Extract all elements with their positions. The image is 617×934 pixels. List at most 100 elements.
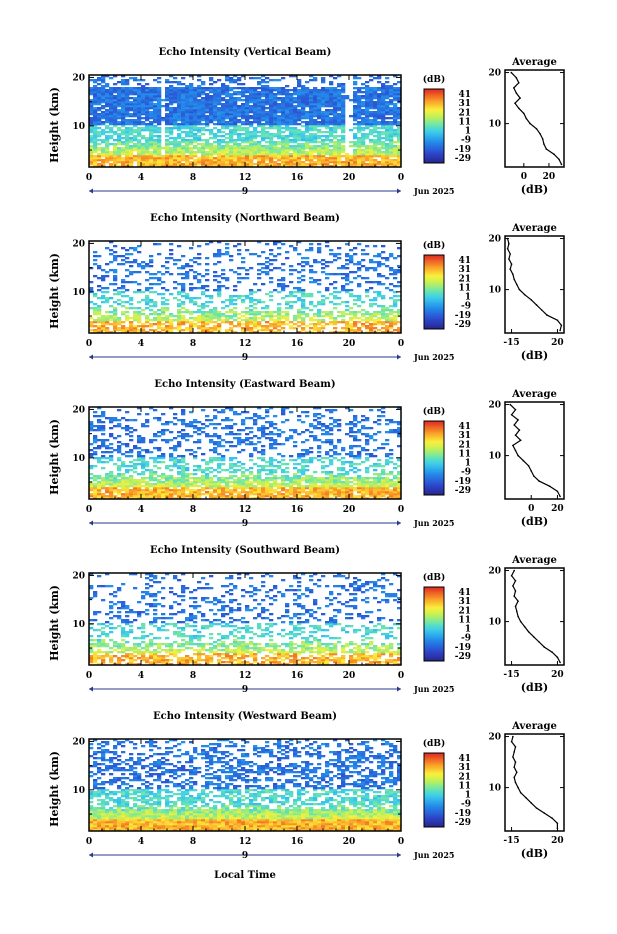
heatmap-cell [189, 119, 193, 121]
heatmap-cell [217, 155, 221, 157]
heatmap-cell [353, 91, 357, 93]
heatmap-cell [125, 99, 129, 101]
heatmap-cell [141, 155, 145, 157]
heatmap-cell [261, 117, 265, 119]
heatmap-cell [277, 109, 281, 111]
heatmap-cell [133, 291, 137, 293]
heatmap-cell [381, 311, 385, 313]
heatmap-cell [329, 321, 333, 323]
heatmap-cell [213, 313, 217, 315]
heatmap-cell [189, 453, 193, 455]
heatmap-cell [205, 153, 209, 155]
heatmap-cell [193, 95, 197, 97]
heatmap-cell [177, 327, 181, 329]
heatmap-cell [137, 455, 141, 457]
heatmap-cell [125, 317, 129, 319]
heatmap-cell [373, 145, 377, 147]
heatmap-cell [141, 457, 145, 459]
heatmap-cell [117, 445, 121, 447]
heatmap-cell [237, 111, 241, 113]
heatmap-cell [369, 299, 373, 301]
heatmap-cell [353, 151, 357, 153]
heatmap-cell [245, 277, 249, 279]
heatmap-cell [177, 485, 181, 487]
heatmap-cell [381, 151, 385, 153]
heatmap-cell [353, 117, 357, 119]
heatmap-cell [165, 489, 169, 491]
heatmap-cell [385, 163, 389, 165]
heatmap-cell [113, 425, 117, 427]
heatmap-cell [253, 89, 257, 91]
heatmap-cell [121, 311, 125, 313]
heatmap-cell [377, 295, 381, 297]
heatmap-cell [97, 491, 101, 493]
heatmap-cell [173, 485, 177, 487]
heatmap-cell [341, 141, 345, 143]
heatmap-cell [233, 133, 237, 135]
heatmap-cell [301, 307, 305, 309]
heatmap-cell [349, 295, 353, 297]
heatmap-cell [161, 473, 165, 475]
heatmap-cell [145, 469, 149, 471]
heatmap-cell [289, 295, 293, 297]
heatmap-cell [121, 81, 125, 83]
heatmap-cell [365, 151, 369, 153]
heatmap-cell [221, 321, 225, 323]
heatmap-cell [389, 99, 393, 101]
heatmap-cell [365, 295, 369, 297]
heatmap-cell [357, 321, 361, 323]
heatmap-cell [157, 81, 161, 83]
heatmap-cell [109, 493, 113, 495]
heatmap-cell [281, 109, 285, 111]
heatmap-cell [317, 151, 321, 153]
heatmap-cell [181, 477, 185, 479]
heatmap-cell [281, 327, 285, 329]
heatmap-cell [385, 105, 389, 107]
heatmap-cell [185, 113, 189, 115]
heatmap-cell [157, 103, 161, 105]
heatmap-cell [181, 411, 185, 413]
heatmap-cell [117, 485, 121, 487]
heatmap-cell [193, 111, 197, 113]
heatmap-cell [213, 321, 217, 323]
heatmap-cell [157, 495, 161, 497]
heatmap-cell [101, 147, 105, 149]
heatmap-cell [177, 117, 181, 119]
heatmap-cell [153, 487, 157, 489]
heatmap-cell [337, 311, 341, 313]
heatmap-cell [257, 153, 261, 155]
heatmap-cell [173, 327, 177, 329]
heatmap-cell [177, 483, 181, 485]
heatmap-cell [253, 109, 257, 111]
heatmap-cell [153, 291, 157, 293]
heatmap-cell [345, 325, 349, 327]
heatmap-cell [369, 323, 373, 325]
heatmap-cell [117, 81, 121, 83]
heatmap-cell [153, 465, 157, 467]
heatmap-cell [113, 117, 117, 119]
heatmap-cell [185, 107, 189, 109]
heatmap-cell [193, 137, 197, 139]
heatmap-cell [129, 87, 133, 89]
heatmap-cell [133, 329, 137, 331]
heatmap-cell [341, 127, 345, 129]
heatmap-cell [325, 99, 329, 101]
heatmap-cell [217, 151, 221, 153]
heatmap-cell [337, 147, 341, 149]
heatmap-cell [161, 429, 165, 431]
heatmap-cell [133, 247, 137, 249]
heatmap-cell [249, 163, 253, 165]
heatmap-cell [297, 83, 301, 85]
heatmap-cell [105, 287, 109, 289]
heatmap-cell [109, 119, 113, 121]
heatmap-cell [197, 131, 201, 133]
heatmap-cell [277, 143, 281, 145]
heatmap-cell [353, 137, 357, 139]
heatmap-cell [141, 327, 145, 329]
heatmap-cell [145, 487, 149, 489]
heatmap-cell [201, 81, 205, 83]
heatmap-cell [381, 295, 385, 297]
heatmap-cell [361, 301, 365, 303]
heatmap-cell [341, 287, 345, 289]
heatmap-cell [389, 129, 393, 131]
